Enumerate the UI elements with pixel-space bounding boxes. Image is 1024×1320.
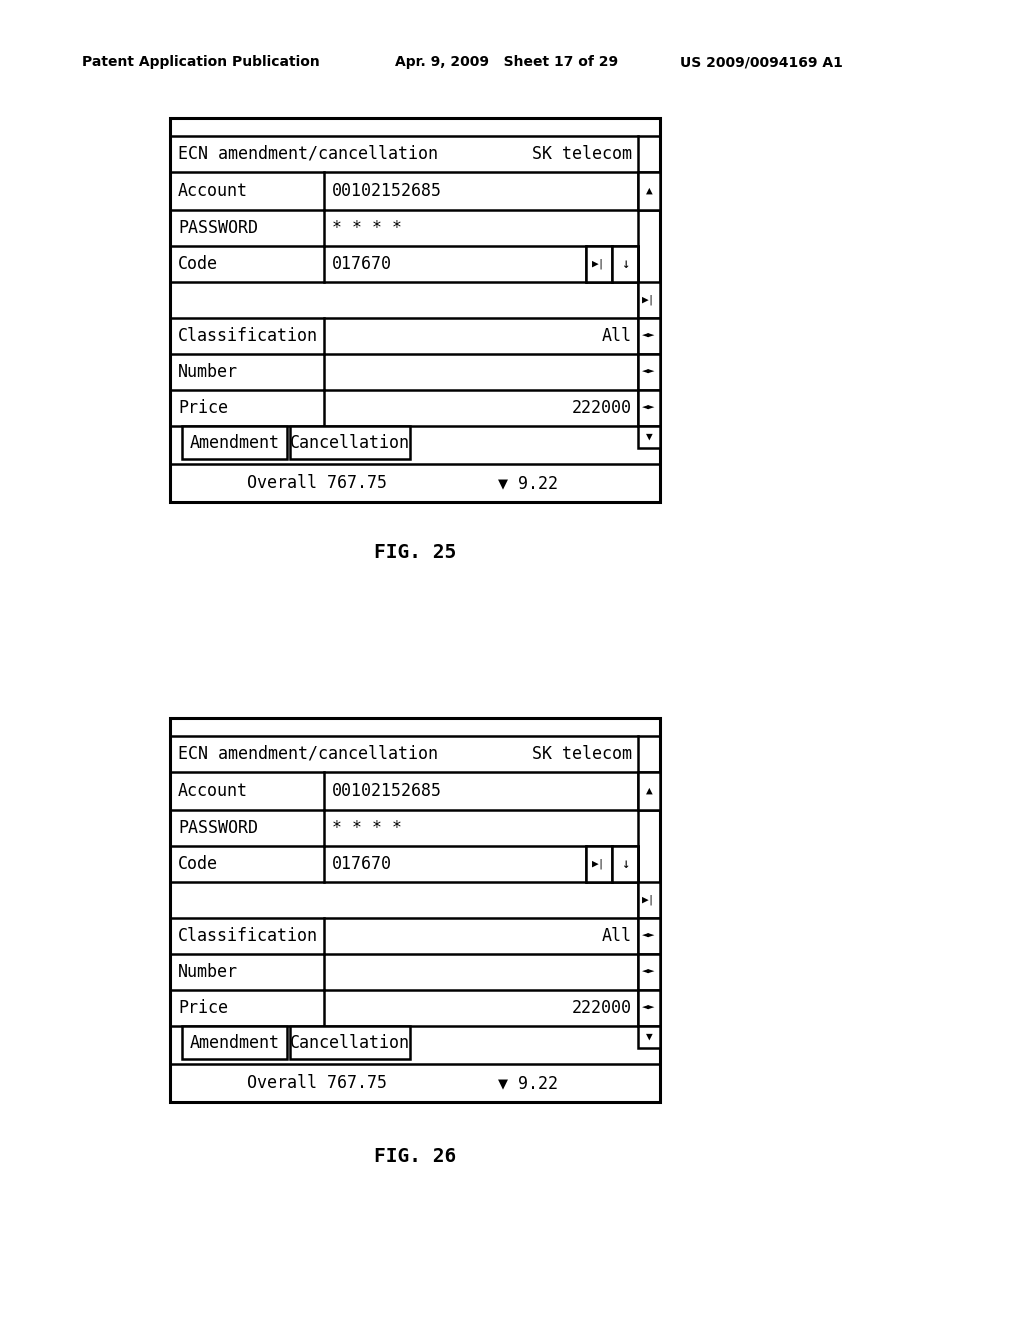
Bar: [638, 389, 660, 426]
Text: Price: Price: [178, 999, 228, 1016]
Text: Overall 767.75: Overall 767.75: [247, 474, 387, 492]
Text: ▼: ▼: [645, 432, 652, 442]
Text: ▶|: ▶|: [642, 895, 655, 906]
Text: ◄►: ◄►: [642, 403, 655, 413]
Text: ◄►: ◄►: [642, 968, 655, 977]
Bar: [170, 117, 660, 502]
Text: ◄►: ◄►: [642, 331, 655, 341]
Text: ▶|: ▶|: [592, 859, 606, 870]
Bar: [586, 846, 612, 882]
Text: Account: Account: [178, 781, 248, 800]
Text: * * * *: * * * *: [333, 818, 402, 837]
Text: FIG. 26: FIG. 26: [374, 1147, 456, 1167]
Bar: [638, 282, 660, 318]
Text: ◄►: ◄►: [642, 367, 655, 378]
Text: ◄►: ◄►: [642, 1003, 655, 1012]
Text: SK telecom: SK telecom: [532, 744, 632, 763]
Text: All: All: [602, 327, 632, 345]
Text: PASSWORD: PASSWORD: [178, 818, 258, 837]
Text: 222000: 222000: [572, 399, 632, 417]
Text: 00102152685: 00102152685: [333, 182, 442, 201]
Text: 00102152685: 00102152685: [333, 781, 442, 800]
Bar: [638, 954, 660, 990]
Bar: [638, 882, 660, 917]
Text: Amendment: Amendment: [189, 1034, 280, 1052]
Bar: [182, 426, 287, 459]
Bar: [612, 246, 638, 282]
Text: ECN amendment/cancellation: ECN amendment/cancellation: [178, 145, 438, 162]
Text: All: All: [602, 927, 632, 945]
Bar: [290, 1026, 410, 1059]
Text: ▶|: ▶|: [592, 259, 606, 269]
Bar: [638, 1026, 660, 1048]
Bar: [612, 846, 638, 882]
Bar: [638, 318, 660, 354]
Bar: [638, 917, 660, 954]
Bar: [638, 990, 660, 1026]
Text: 017670: 017670: [333, 855, 392, 873]
Text: ↓: ↓: [621, 857, 629, 871]
Bar: [586, 246, 612, 282]
Text: ▲: ▲: [645, 186, 652, 195]
Text: ▲: ▲: [645, 785, 652, 796]
Bar: [182, 1026, 287, 1059]
Text: ▼ 9.22: ▼ 9.22: [498, 474, 558, 492]
Text: Account: Account: [178, 182, 248, 201]
Text: Classification: Classification: [178, 327, 318, 345]
Text: US 2009/0094169 A1: US 2009/0094169 A1: [680, 55, 843, 69]
Text: SK telecom: SK telecom: [532, 145, 632, 162]
Text: ↓: ↓: [621, 257, 629, 271]
Bar: [170, 718, 660, 1102]
Text: Amendment: Amendment: [189, 433, 280, 451]
Text: Number: Number: [178, 363, 238, 381]
Text: Code: Code: [178, 255, 218, 273]
Bar: [638, 354, 660, 389]
Text: Code: Code: [178, 855, 218, 873]
Text: PASSWORD: PASSWORD: [178, 219, 258, 238]
Text: Cancellation: Cancellation: [290, 433, 410, 451]
Text: ▶|: ▶|: [642, 294, 655, 305]
Bar: [638, 172, 660, 210]
Text: Overall 767.75: Overall 767.75: [247, 1074, 387, 1092]
Text: ▼ 9.22: ▼ 9.22: [498, 1074, 558, 1092]
Bar: [638, 772, 660, 810]
Text: 017670: 017670: [333, 255, 392, 273]
Bar: [290, 426, 410, 459]
Text: Number: Number: [178, 964, 238, 981]
Text: Apr. 9, 2009   Sheet 17 of 29: Apr. 9, 2009 Sheet 17 of 29: [395, 55, 618, 69]
Text: Patent Application Publication: Patent Application Publication: [82, 55, 319, 69]
Text: Price: Price: [178, 399, 228, 417]
Text: ▼: ▼: [645, 1032, 652, 1041]
Bar: [638, 426, 660, 447]
Text: FIG. 25: FIG. 25: [374, 543, 456, 561]
Text: Cancellation: Cancellation: [290, 1034, 410, 1052]
Text: 222000: 222000: [572, 999, 632, 1016]
Text: ◄►: ◄►: [642, 931, 655, 941]
Text: * * * *: * * * *: [333, 219, 402, 238]
Text: ECN amendment/cancellation: ECN amendment/cancellation: [178, 744, 438, 763]
Text: Classification: Classification: [178, 927, 318, 945]
